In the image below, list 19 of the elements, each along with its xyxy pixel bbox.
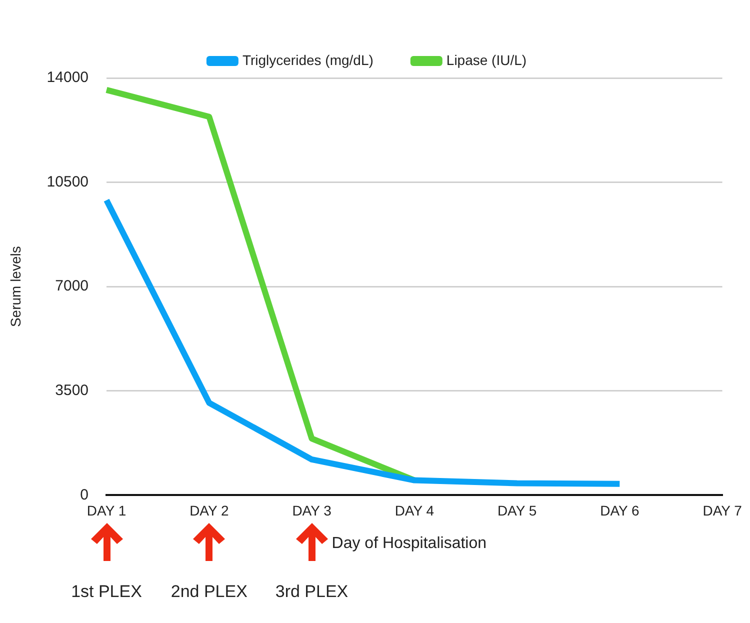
y-tick-label: 10500 [46,173,89,190]
x-tick-label: DAY 6 [600,502,640,518]
legend-label: Triglycerides (mg/dL) [242,52,374,68]
x-tick-label: DAY 3 [292,502,332,518]
x-tick-label: DAY 1 [86,502,126,518]
y-tick-label: 14000 [46,69,89,86]
y-axis-title: Serum levels [7,246,24,328]
x-tick-label: DAY 4 [394,502,434,518]
x-tick-label: DAY 5 [497,502,537,518]
x-tick-label: DAY 7 [702,502,742,518]
x-tick-label: DAY 2 [190,502,229,518]
text: 2nd PLEX [170,582,248,602]
text: 1st PLEX [71,582,142,602]
x-axis-title: Day of Hospitalisation [332,535,487,554]
text: 3rd PLEX [275,582,348,602]
y-tick-label: 3500 [55,382,89,400]
y-tick-label: 7000 [55,278,89,295]
legend-label: Lipase (IU/L) [446,52,527,68]
y-tick-label: 0 [80,486,89,504]
